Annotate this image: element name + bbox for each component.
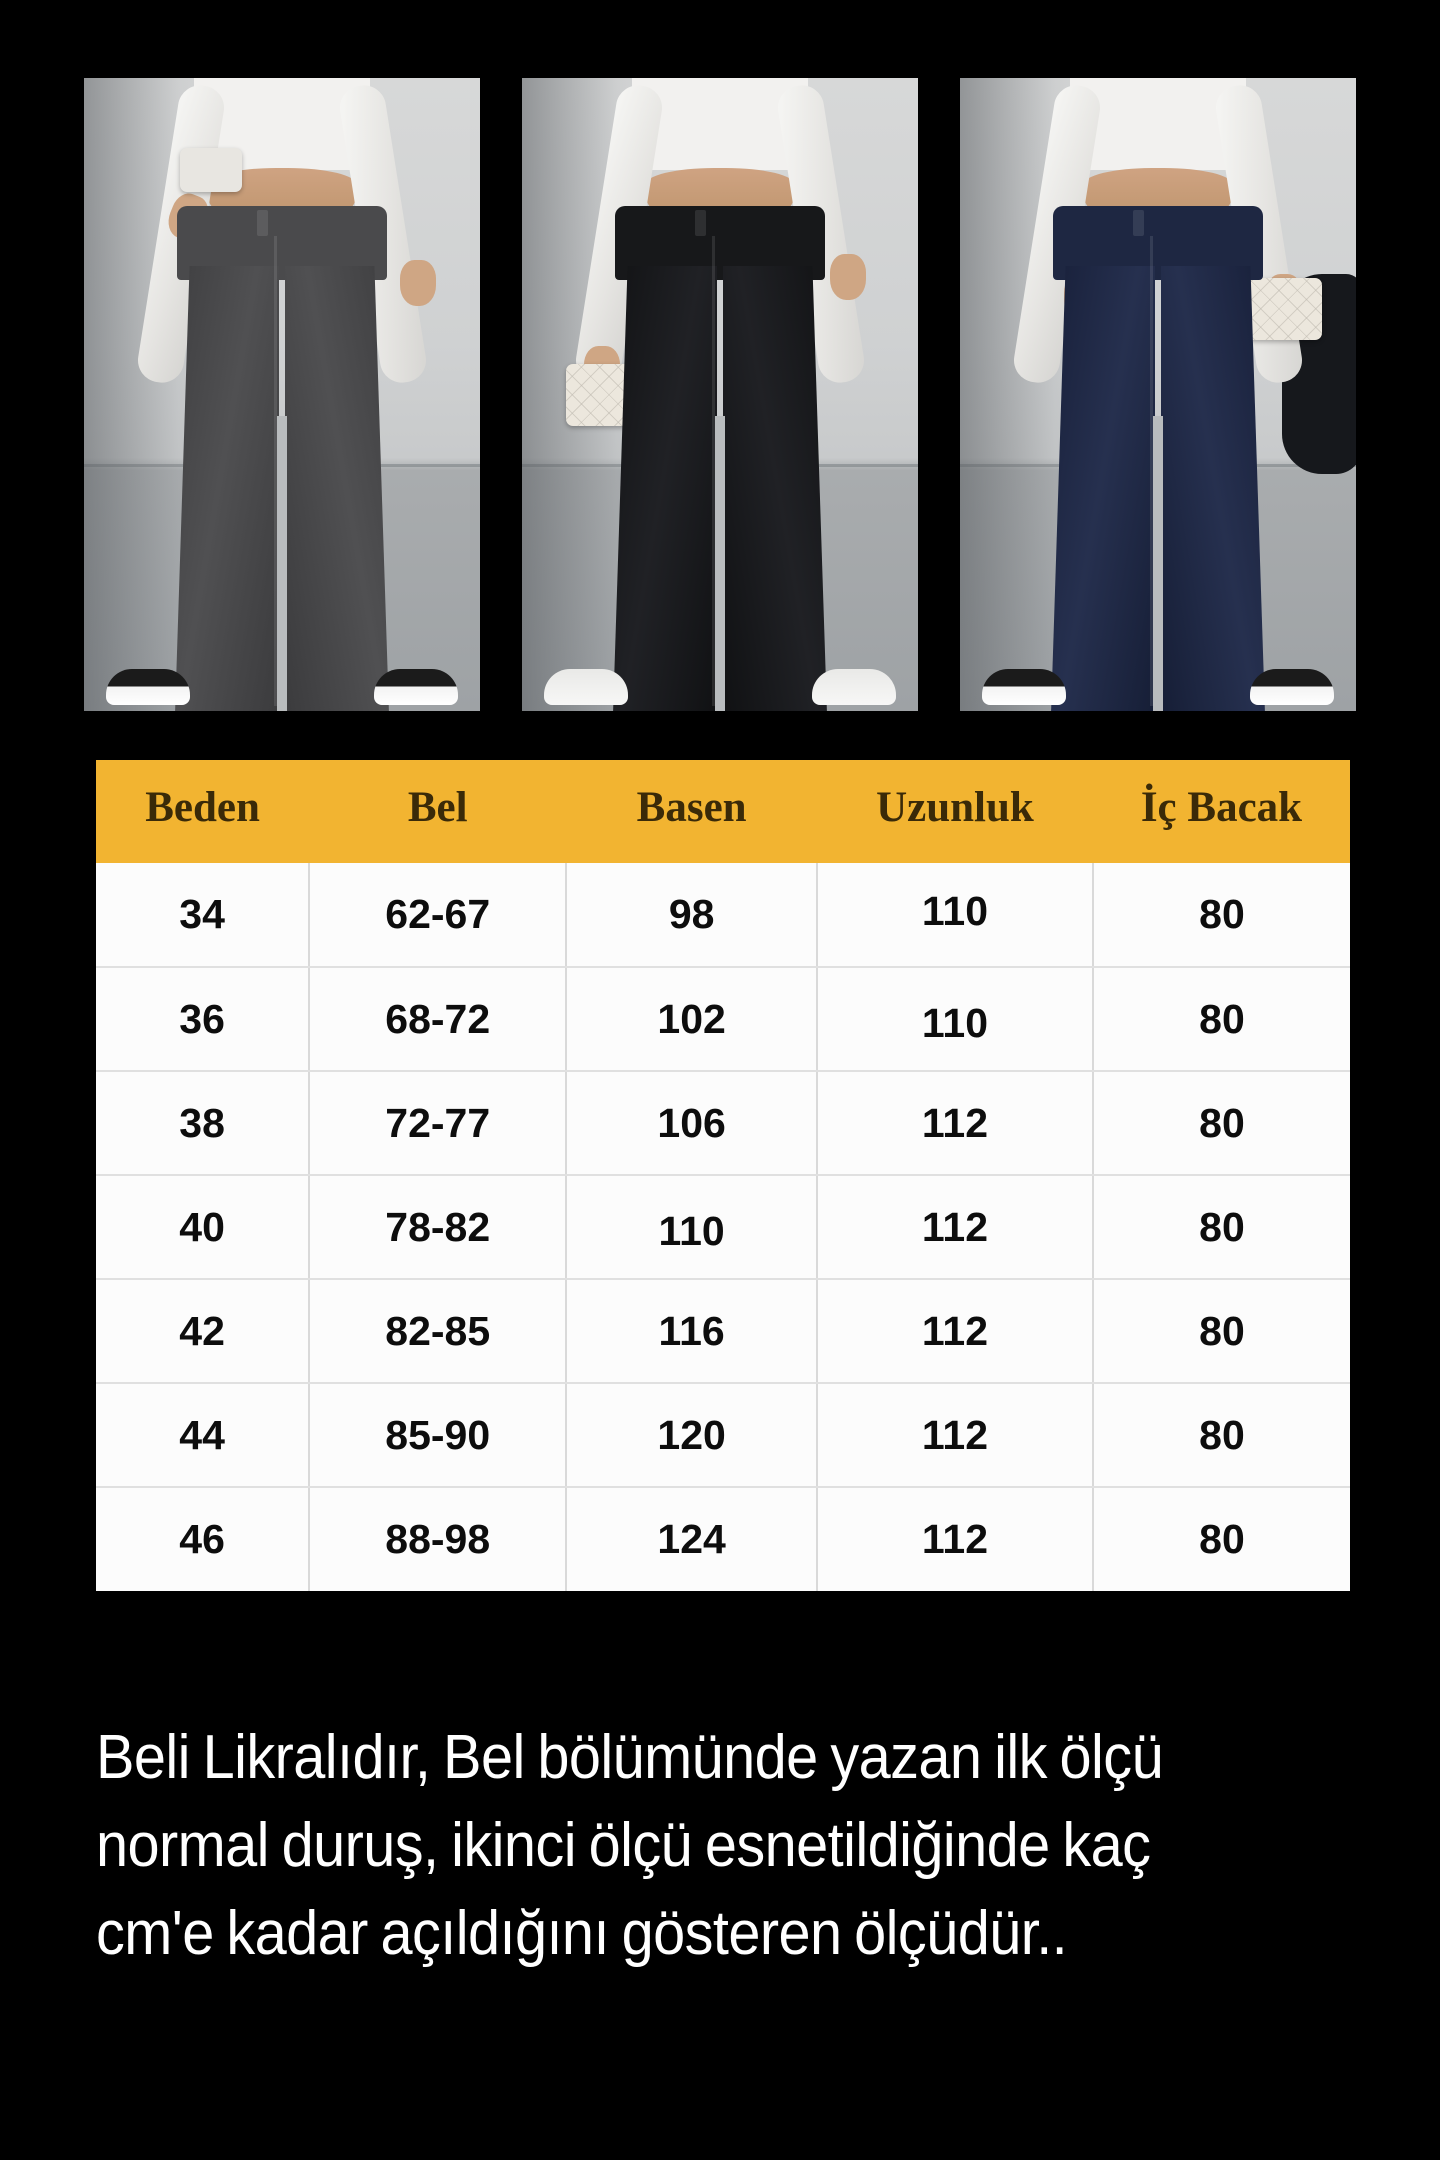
table-row: 34 62-67 98 110 80	[96, 863, 1350, 968]
table-row: 36 68-72 102 110 80	[96, 967, 1350, 1072]
front-pleat	[711, 236, 715, 706]
front-pleat	[1149, 236, 1153, 706]
cell-bel: 82-85	[309, 1279, 568, 1384]
right-hand	[830, 254, 866, 300]
right-shoe	[812, 669, 896, 705]
size-chart-table: Beden Bel Basen Uzunluk İç Bacak 34 62-6…	[96, 760, 1350, 1591]
table-row: 46 88-98 124 112 80	[96, 1487, 1350, 1591]
cell-bel: 78-82	[309, 1175, 568, 1280]
trousers	[175, 206, 389, 711]
column-header-bel: Bel	[309, 760, 567, 863]
cell-ic-bacak: 80	[1092, 863, 1350, 968]
cell-basen: 124	[566, 1487, 819, 1591]
cell-ic-bacak: 80	[1092, 1487, 1350, 1591]
table-body: 34 62-67 98 110 80 36 68-72 102 110 80 3…	[96, 863, 1350, 1591]
cell-uzunluk: 112	[817, 1175, 1094, 1280]
column-header-uzunluk: Uzunluk	[817, 760, 1093, 863]
cell-ic-bacak: 80	[1092, 1279, 1350, 1384]
product-photo-strip	[0, 0, 1440, 725]
cell-beden: 36	[96, 967, 311, 1072]
cell-uzunluk: 112	[817, 1383, 1094, 1488]
cell-ic-bacak: 80	[1092, 1175, 1350, 1280]
cell-beden: 42	[96, 1279, 311, 1384]
crop-top	[632, 78, 808, 170]
product-photo-3[interactable]	[960, 78, 1356, 711]
size-chart-note: Beli Likralıdır, Bel bölümünde yazan ilk…	[96, 1723, 1164, 1969]
left-leg	[1051, 266, 1155, 711]
cell-uzunluk: 112	[817, 1487, 1094, 1591]
cell-bel: 72-77	[309, 1071, 568, 1176]
cell-basen: 98	[566, 863, 819, 968]
left-leg	[613, 266, 717, 711]
table-row: 42 82-85 116 112 80	[96, 1279, 1350, 1384]
cell-beden: 40	[96, 1175, 311, 1280]
cell-bel: 85-90	[309, 1383, 568, 1488]
right-leg	[1161, 266, 1265, 711]
leg-gap	[277, 416, 287, 711]
left-shoe	[982, 669, 1066, 705]
cell-bel: 88-98	[309, 1487, 568, 1591]
leg-gap	[715, 416, 725, 711]
trousers	[1051, 206, 1265, 711]
belt-loop	[1132, 210, 1144, 236]
right-leg	[723, 266, 827, 711]
cell-bel: 62-67	[309, 863, 568, 968]
table-row: 40 78-82 110 112 80	[96, 1175, 1350, 1280]
cell-beden: 44	[96, 1383, 311, 1488]
trousers	[613, 206, 827, 711]
cell-beden: 38	[96, 1071, 311, 1176]
right-shoe	[1250, 669, 1334, 705]
cell-beden: 46	[96, 1487, 311, 1591]
product-photo-1[interactable]	[84, 78, 480, 711]
belt-loop	[256, 210, 268, 236]
column-header-basen: Basen	[566, 760, 818, 863]
front-pleat	[273, 236, 277, 706]
crop-top	[1070, 78, 1246, 170]
right-hand	[400, 260, 436, 306]
cell-basen: 116	[566, 1279, 819, 1384]
cell-uzunluk: 110	[817, 967, 1094, 1072]
leg-gap	[1153, 416, 1163, 711]
cell-uzunluk: 110	[817, 863, 1094, 968]
belt-loop	[694, 210, 706, 236]
column-header-ic-bacak: İç Bacak	[1092, 760, 1350, 863]
table-header: Beden Bel Basen Uzunluk İç Bacak	[96, 760, 1350, 863]
column-header-beden: Beden	[96, 760, 310, 863]
left-leg	[175, 266, 279, 711]
cell-ic-bacak: 80	[1092, 1071, 1350, 1176]
cell-beden: 34	[96, 863, 311, 968]
cell-uzunluk: 112	[817, 1071, 1094, 1176]
left-shoe	[544, 669, 628, 705]
cell-ic-bacak: 80	[1092, 967, 1350, 1072]
cell-uzunluk: 112	[817, 1279, 1094, 1384]
cell-bel: 68-72	[309, 967, 568, 1072]
cell-basen: 120	[566, 1383, 819, 1488]
table-row: 38 72-77 106 112 80	[96, 1071, 1350, 1176]
clutch-bag	[180, 148, 242, 192]
right-shoe	[374, 669, 458, 705]
cell-ic-bacak: 80	[1092, 1383, 1350, 1488]
left-shoe	[106, 669, 190, 705]
header-row: Beden Bel Basen Uzunluk İç Bacak	[96, 760, 1350, 863]
product-photo-2[interactable]	[522, 78, 918, 711]
table-row: 44 85-90 120 112 80	[96, 1383, 1350, 1488]
size-chart-table-wrapper: Beden Bel Basen Uzunluk İç Bacak 34 62-6…	[96, 760, 1350, 1591]
cell-basen: 110	[566, 1175, 819, 1280]
cell-basen: 106	[566, 1071, 819, 1176]
cell-basen: 102	[566, 967, 819, 1072]
right-leg	[285, 266, 389, 711]
